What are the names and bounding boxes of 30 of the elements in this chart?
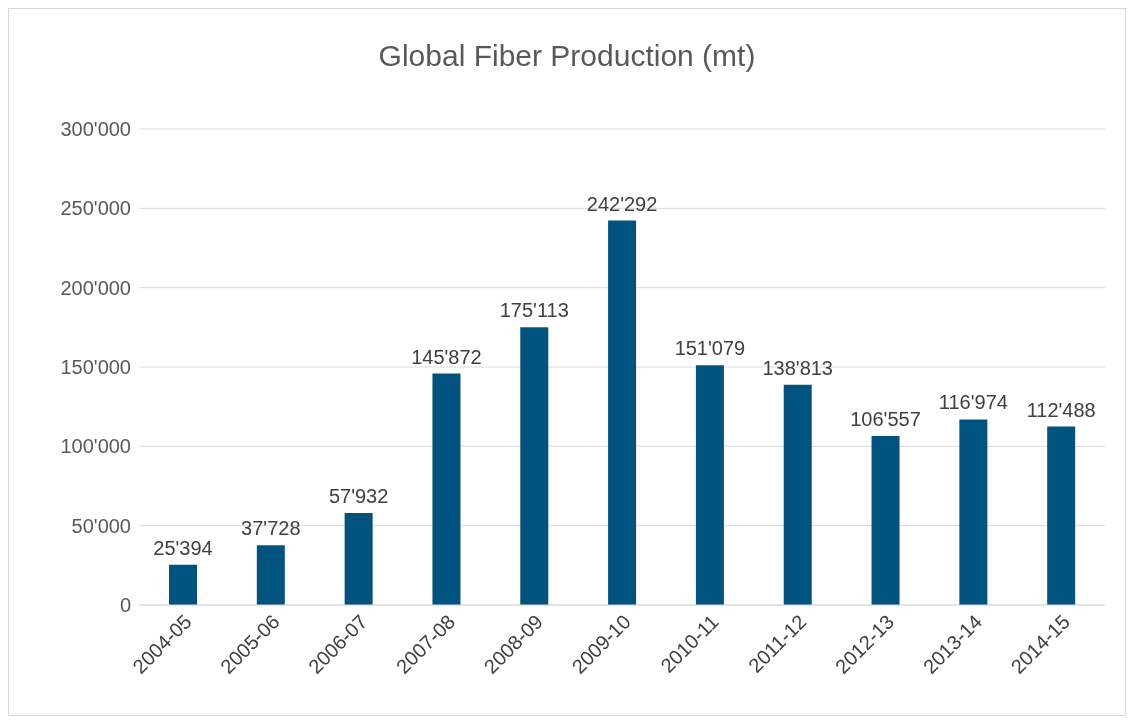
- bar: [256, 545, 285, 605]
- data-label: 151'079: [674, 337, 746, 360]
- data-label: 145'872: [411, 345, 482, 368]
- y-tick-label: 100'000: [60, 435, 131, 458]
- bar: [695, 365, 724, 605]
- data-label: 106'557: [850, 407, 921, 430]
- bar: [783, 384, 812, 605]
- data-label: 116'974: [938, 391, 1008, 414]
- y-tick-label: 250'000: [60, 197, 131, 220]
- y-tick-label: 300'000: [60, 118, 131, 141]
- bar: [344, 513, 373, 605]
- data-label: 138'813: [762, 356, 834, 379]
- data-label: 175'113: [499, 299, 569, 322]
- data-label: 57'932: [328, 485, 389, 508]
- data-label: 37'728: [241, 517, 301, 540]
- y-tick-label: 200'000: [60, 276, 131, 299]
- data-label: 112'488: [1026, 398, 1096, 421]
- bar: [432, 373, 461, 605]
- bar: [1047, 426, 1076, 605]
- y-tick-label: 0: [119, 594, 131, 617]
- y-tick-label: 50'000: [71, 514, 131, 537]
- data-label: 242'292: [586, 192, 658, 215]
- bar: [959, 419, 988, 605]
- data-label: 25'394: [153, 536, 213, 559]
- bar: [520, 327, 549, 605]
- chart-title: Global Fiber Production (mt): [377, 38, 757, 74]
- bar: [608, 220, 637, 605]
- bar: [169, 564, 197, 605]
- bar: [871, 435, 900, 605]
- y-tick-label: 150'000: [60, 356, 131, 379]
